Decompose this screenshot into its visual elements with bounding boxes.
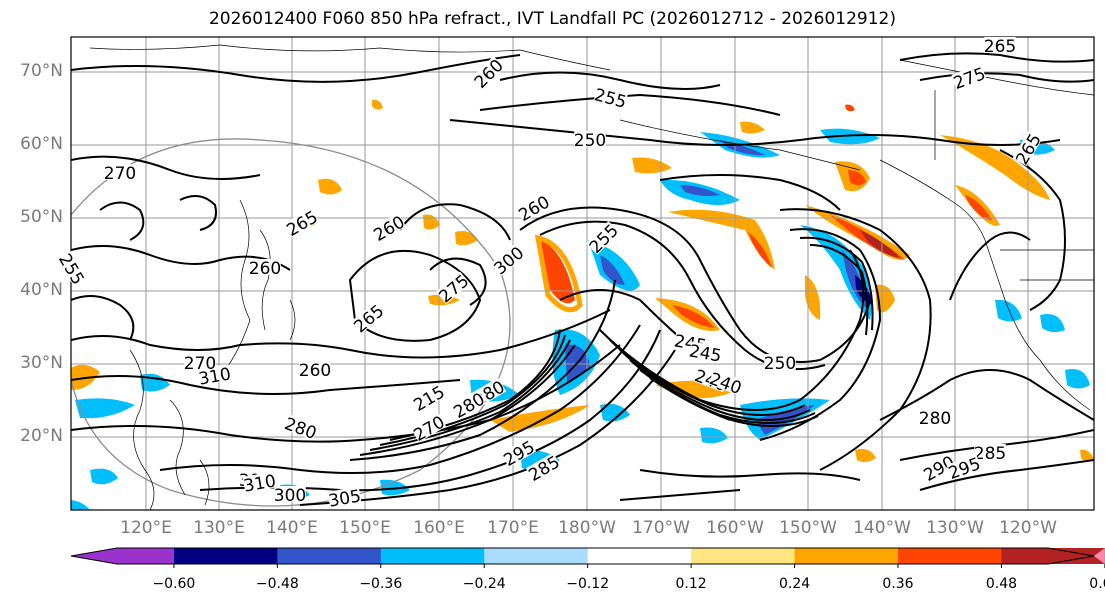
colorbar-segment <box>691 548 796 564</box>
longitude-label: 140°E <box>266 518 318 538</box>
longitude-label: 130°W <box>926 518 984 538</box>
longitude-label: 150°E <box>339 518 391 538</box>
contour-label-bg <box>410 412 447 443</box>
contour-label-bg <box>920 452 957 483</box>
contour-label-bg <box>370 212 407 243</box>
contour-label-bg <box>410 382 447 413</box>
colorbar-tick-label: −0.60 <box>152 576 196 592</box>
contour-label-bg <box>57 250 88 287</box>
contour-label: 280 <box>919 409 951 429</box>
contour-label: 250 <box>574 131 606 151</box>
contour-label: 265 <box>984 37 1016 57</box>
contour-label-bg <box>274 486 306 502</box>
contour-label-bg <box>525 452 562 483</box>
map-background <box>71 37 1094 510</box>
colorbar-tick-label: 0.48 <box>985 576 1018 592</box>
contour-label-bg <box>574 131 606 147</box>
latitude-label: 50°N <box>20 207 63 227</box>
contour-label-bg <box>435 271 471 304</box>
colorbar-tick-label: −0.48 <box>255 576 299 592</box>
longitude-label: 160°E <box>413 518 465 538</box>
colorbar-segment <box>898 548 1002 564</box>
longitude-label: 140°W <box>853 518 911 538</box>
longitude-label: 170°W <box>632 518 690 538</box>
coastlines <box>89 44 1094 510</box>
contour-label: 250 <box>764 354 796 374</box>
contour-label-bg <box>450 389 487 420</box>
colorbar-segment <box>794 548 899 564</box>
colorbar-segment <box>71 548 174 564</box>
contour-label-bg <box>327 486 362 508</box>
contour-label-bg <box>1012 130 1043 167</box>
colorbar-tick-label: −0.12 <box>566 576 610 592</box>
latitude-label: 30°N <box>20 353 63 373</box>
latitude-label: 60°N <box>20 134 63 154</box>
colorbar-segment <box>587 548 692 564</box>
contour-label: 270 <box>184 354 216 374</box>
contour-label-bg <box>946 454 982 481</box>
contour-label-bg <box>471 56 505 90</box>
longitude-label: 150°W <box>779 518 837 538</box>
contour-label-bg <box>184 354 216 370</box>
contour-label-bg <box>242 471 277 493</box>
contour-label-bg <box>500 437 537 468</box>
contour-label-bg <box>283 207 320 238</box>
contour-label-bg <box>984 37 1016 53</box>
colorbar-segment <box>380 548 485 564</box>
colorbar-tick-label: −0.24 <box>462 576 506 592</box>
colorbar-segment <box>277 548 382 564</box>
contour-label-bg <box>708 369 744 396</box>
contour-label-bg <box>515 192 552 223</box>
contour-label-bg <box>586 221 620 255</box>
contour-labels: 2702652602552502452402752802852902953003… <box>54 37 1046 512</box>
colorbar-outline <box>70 547 1095 565</box>
reference-circle <box>71 138 511 507</box>
latitude-label: 70°N <box>20 61 63 81</box>
colorbar-segment <box>1001 548 1105 564</box>
contour-label-bg <box>688 341 723 363</box>
colorbar-segment <box>173 548 278 564</box>
longitude-label: 170°E <box>487 518 539 538</box>
longitude-label: 120°W <box>999 518 1057 538</box>
latitude-label: 40°N <box>20 280 63 300</box>
contour-label-bg <box>249 259 281 275</box>
longitude-label: 120°E <box>120 518 172 538</box>
contour-label-bg <box>974 444 1006 460</box>
contour-label: 260 <box>249 259 281 279</box>
contour-label-bg <box>764 354 796 370</box>
colorbar-tick-label: 0.12 <box>675 576 707 592</box>
colorbar <box>70 547 1105 568</box>
latitude-label: 20°N <box>20 426 63 446</box>
colorbar-tick-label: 0.24 <box>778 576 811 592</box>
contour-label-bg <box>299 361 331 377</box>
longitude-label: 130°E <box>193 518 245 538</box>
contour-label-bg <box>490 243 526 276</box>
contour-label-bg <box>104 164 136 180</box>
contour-label-bg <box>919 409 951 425</box>
colorbar-tick-label: 0.36 <box>882 576 914 592</box>
contour-label: 300 <box>274 486 306 506</box>
contour-label-bg <box>283 414 319 441</box>
contour-label-bg <box>951 64 987 91</box>
colorbar-segment <box>1094 548 1105 564</box>
map-title: 2026012400 F060 850 hPa refract., IVT La… <box>208 9 896 29</box>
contour-label: 260 <box>299 361 331 381</box>
colorbar-tick-label: −0.36 <box>359 576 403 592</box>
contour-label: 270 <box>104 164 136 184</box>
longitude-label: 180°W <box>558 518 616 538</box>
contour-label: 285 <box>974 444 1006 464</box>
colorbar-segment <box>484 548 589 564</box>
colorbar-tick-label: 0.60 <box>1089 576 1105 592</box>
contour-label-bg <box>350 301 386 334</box>
longitude-label: 160°W <box>706 518 764 538</box>
contour-label-bg <box>593 85 629 109</box>
